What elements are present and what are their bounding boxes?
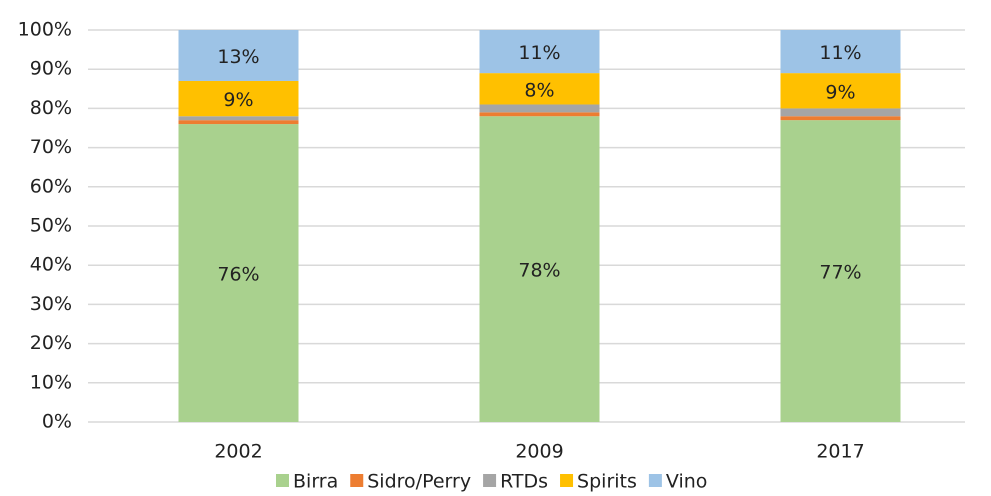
data-label: 8% (524, 79, 554, 101)
bar-segment (480, 112, 600, 116)
data-label: 13% (217, 46, 259, 68)
data-label: 11% (819, 42, 861, 64)
bar-segment (179, 116, 299, 120)
bar-segment (480, 104, 600, 112)
y-tick-label: 10% (30, 371, 72, 393)
x-tick-label: 2009 (515, 441, 563, 463)
y-tick-label: 20% (30, 332, 72, 354)
legend-swatch (350, 474, 363, 487)
legend-swatch (483, 474, 496, 487)
page: 0% 10% 20% 30% 40% 50% 60% 70% 80% 90% 100% 76% 9% 13… (0, 0, 991, 496)
legend-swatch (649, 474, 662, 487)
y-tick-label: 0% (42, 411, 72, 433)
bar-segment (781, 108, 901, 116)
data-label: 76% (217, 264, 259, 286)
y-tick-label: 40% (30, 254, 72, 276)
bar-segment (179, 120, 299, 124)
legend-label: RTDs (500, 471, 548, 493)
legend-label: Birra (293, 471, 338, 493)
y-tick-label: 70% (30, 136, 72, 158)
legend-label: Sidro/Perry (367, 471, 471, 493)
bar-segment (781, 116, 901, 120)
x-tick-label: 2017 (816, 441, 864, 463)
y-tick-label: 30% (30, 293, 72, 315)
data-label: 11% (518, 42, 560, 64)
x-tick-label: 2002 (214, 441, 262, 463)
chart: 0% 10% 20% 30% 40% 50% 60% 70% 80% 90% 100% 76% 9% 13… (0, 0, 991, 496)
y-tick-label: 90% (30, 58, 72, 80)
legend-label: Spirits (577, 471, 637, 493)
data-label: 77% (819, 262, 861, 284)
y-tick-label: 50% (30, 215, 72, 237)
data-label: 9% (223, 89, 253, 111)
legend-swatch (560, 474, 573, 487)
y-tick-label: 100% (18, 19, 72, 41)
legend-swatch (276, 474, 289, 487)
data-label: 78% (518, 260, 560, 282)
y-tick-label: 80% (30, 97, 72, 119)
legend-label: Vino (666, 471, 708, 493)
y-tick-label: 60% (30, 175, 72, 197)
data-label: 9% (825, 81, 855, 103)
